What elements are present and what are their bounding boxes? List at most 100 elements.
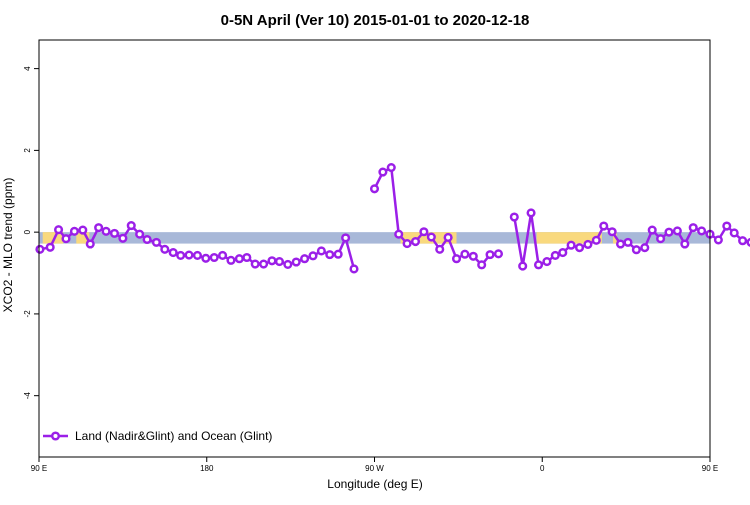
data-point — [341, 233, 351, 243]
plot-frame — [38, 39, 711, 458]
data-point — [234, 254, 244, 264]
legend-label: Land (Nadir&Glint) and Ocean (Glint) — [75, 429, 272, 443]
data-point — [160, 244, 170, 254]
data-point — [283, 259, 293, 269]
data-point — [402, 239, 412, 249]
legend: Land (Nadir&Glint) and Ocean (Glint) — [43, 429, 272, 443]
data-point — [35, 244, 45, 254]
data-point — [54, 225, 64, 235]
data-point — [101, 226, 111, 236]
data-point — [558, 248, 568, 258]
data-point — [746, 237, 750, 247]
data-point — [209, 252, 219, 263]
y-tick-label: -4 — [23, 392, 32, 400]
data-point — [135, 229, 145, 239]
data-point — [509, 212, 519, 222]
data-point — [118, 233, 128, 243]
data-point — [126, 221, 136, 231]
data-point — [333, 249, 343, 259]
data-point — [386, 163, 396, 173]
data-point — [85, 239, 95, 249]
data-point — [518, 261, 528, 271]
y-tick-label: 2 — [23, 148, 32, 153]
data-point — [378, 167, 388, 177]
data-point — [460, 249, 470, 259]
data-point — [61, 234, 71, 244]
x-tick-label: 180 — [200, 464, 214, 473]
data-point — [607, 227, 617, 237]
data-point — [325, 250, 335, 260]
data-point — [426, 232, 436, 242]
data-point — [274, 257, 284, 267]
data-point — [410, 237, 421, 247]
data-point — [419, 227, 429, 237]
data-point — [729, 228, 739, 238]
data-point — [176, 250, 186, 260]
y-axis-label: XCO2 - MLO trend (ppm) — [1, 178, 15, 313]
data-point — [184, 250, 194, 260]
data-point — [722, 221, 732, 231]
data-point — [168, 248, 178, 258]
data-point — [308, 251, 318, 261]
data-point — [550, 250, 560, 260]
data-point — [151, 237, 161, 247]
data-point — [242, 252, 252, 263]
data-point — [680, 239, 690, 249]
data-point — [69, 226, 79, 236]
x-tick-label: 90 E — [702, 464, 718, 473]
data-point — [259, 259, 269, 269]
data-point — [656, 234, 666, 244]
data-point — [435, 244, 445, 254]
ocean-band — [39, 232, 710, 244]
y-tick-label: 4 — [23, 66, 32, 71]
data-point — [349, 264, 359, 274]
data-point — [451, 254, 462, 264]
data-point — [533, 260, 544, 270]
legend-marker — [50, 431, 61, 441]
chart-title: 0-5N April (Ver 10) 2015-01-01 to 2020-1… — [221, 12, 530, 29]
x-axis-label: Longitude (deg E) — [327, 477, 422, 491]
data-point — [697, 226, 707, 236]
y-tick-label: 0 — [23, 229, 32, 234]
data-point — [615, 239, 626, 249]
data-point — [394, 229, 404, 239]
data-point — [477, 260, 487, 270]
data-point — [201, 253, 211, 263]
data-point — [468, 251, 478, 261]
data-point — [291, 257, 301, 267]
data-point — [566, 240, 576, 250]
data-point — [738, 236, 748, 246]
land-band-segment — [42, 232, 64, 244]
x-tick-label: 0 — [540, 464, 545, 473]
series-line — [373, 166, 499, 267]
data-point — [226, 255, 236, 265]
data-point — [369, 184, 380, 194]
land-band-segment — [536, 232, 602, 244]
data-point — [142, 234, 152, 245]
data-point — [78, 225, 88, 235]
data-point — [94, 223, 104, 233]
data-point — [583, 239, 593, 249]
data-point — [574, 243, 585, 253]
y-tick-label: -2 — [23, 310, 32, 318]
data-point — [688, 223, 698, 233]
x-axis: 90 E 180 90 W 0 90 E — [31, 457, 718, 473]
data-point — [218, 250, 228, 260]
data-point — [664, 227, 674, 237]
data-point — [672, 226, 682, 236]
data-point — [250, 259, 260, 269]
x-tick-label: 90 E — [31, 464, 47, 473]
data-point — [192, 250, 202, 260]
data-point — [267, 256, 277, 266]
data-point — [631, 245, 641, 255]
data-point — [647, 225, 657, 235]
data-point — [599, 221, 609, 231]
data-point — [493, 249, 503, 259]
data-point — [713, 235, 723, 245]
series-layer — [35, 163, 750, 274]
data-point — [45, 242, 55, 252]
data-point — [443, 232, 453, 243]
data-point — [316, 246, 326, 256]
